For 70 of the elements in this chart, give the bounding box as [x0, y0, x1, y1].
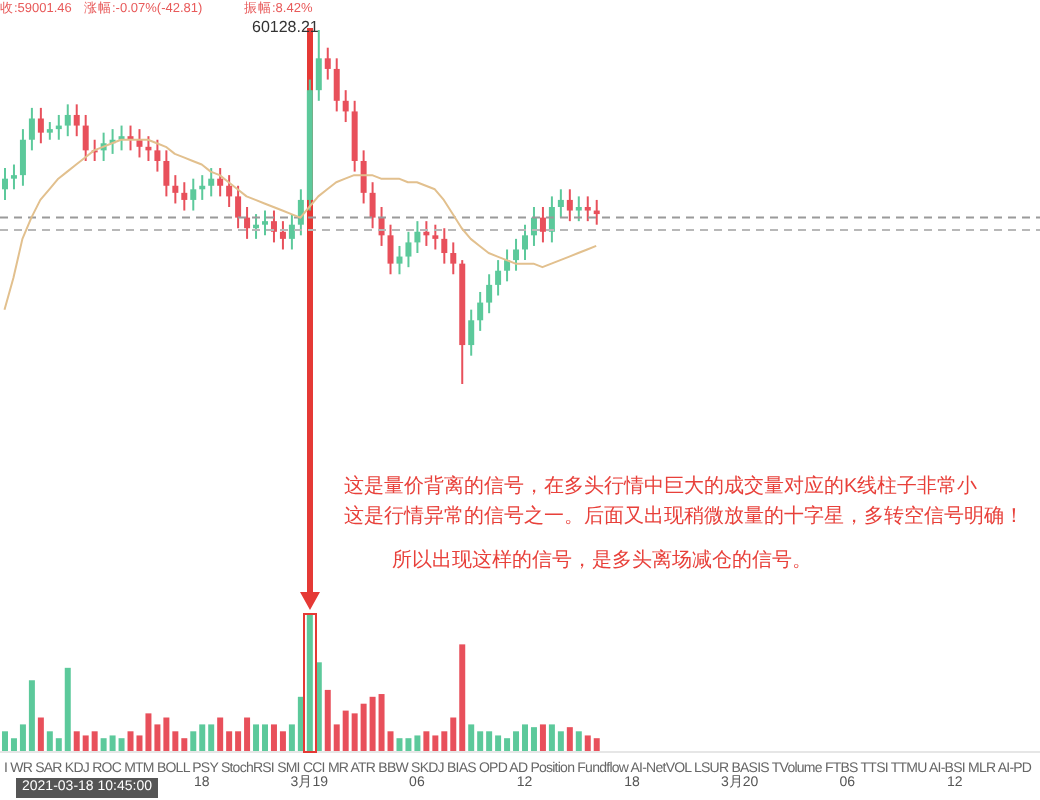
bar	[468, 724, 475, 752]
candlestick	[37, 106, 44, 145]
candlestick	[324, 46, 331, 81]
text: 这是行情异常的信号之一。后面又出现稍微放量的十字星，多转空信号明确！	[344, 506, 1024, 528]
candlestick	[342, 89, 349, 124]
candlestick	[539, 206, 546, 244]
candlestick	[584, 195, 591, 223]
candlestick	[10, 163, 17, 191]
candlestick	[405, 230, 412, 269]
candlestick	[504, 248, 511, 283]
candlestick	[154, 138, 161, 173]
candlestick	[262, 209, 268, 237]
candlestick	[396, 244, 403, 276]
bar	[118, 738, 125, 752]
candlestick	[217, 167, 224, 198]
candlestick	[486, 273, 493, 315]
bar	[566, 727, 573, 752]
candlestick	[270, 209, 277, 244]
bar	[396, 738, 403, 752]
candlestick	[2, 167, 8, 201]
candlestick	[19, 128, 26, 187]
bar	[127, 731, 134, 752]
candlestick	[432, 223, 439, 251]
candlestick	[208, 167, 215, 198]
candlestick	[279, 220, 286, 251]
bar	[539, 724, 546, 752]
bar	[423, 731, 430, 752]
candlestick	[288, 213, 295, 251]
candlestick	[414, 220, 421, 255]
candlestick	[575, 195, 582, 223]
candlestick	[235, 184, 242, 230]
bar	[279, 731, 286, 752]
bar	[253, 724, 260, 752]
candlestick	[73, 103, 80, 138]
candlestick	[163, 149, 170, 198]
candlestick	[226, 174, 233, 208]
bar	[530, 727, 537, 752]
candlestick	[190, 177, 197, 212]
candlestick	[513, 237, 520, 272]
text: 这是量价背离的信号，在多头行情中巨大的成交量对应的K线柱子非常小	[344, 476, 978, 498]
candlestick	[495, 259, 502, 297]
candlestick	[557, 188, 564, 219]
bar	[575, 731, 582, 752]
candlestick	[244, 206, 251, 240]
text: 所以出现这样的信号，是多头离场减仓的信号。	[392, 550, 812, 572]
candlestick	[172, 174, 179, 205]
bar	[28, 680, 35, 752]
candlestick	[468, 308, 475, 357]
candlestick	[360, 149, 367, 205]
candlestick	[522, 223, 528, 262]
candlestick	[369, 181, 376, 230]
bar	[217, 717, 224, 752]
candlestick	[82, 113, 89, 162]
candlestick	[441, 227, 448, 265]
bar	[64, 667, 71, 752]
bar	[557, 731, 564, 752]
candlestick	[333, 57, 340, 113]
candlestick	[450, 241, 457, 276]
candlestick	[566, 188, 573, 223]
annotation: 60128.21	[252, 18, 319, 38]
bar	[91, 731, 98, 752]
bar	[593, 738, 600, 752]
bar	[190, 731, 197, 752]
candlestick	[315, 30, 322, 102]
candlestick	[387, 223, 394, 276]
candlestick	[181, 181, 188, 212]
candlestick	[28, 106, 35, 152]
candlestick	[477, 290, 484, 332]
candlestick	[64, 103, 71, 138]
bar	[37, 717, 44, 752]
